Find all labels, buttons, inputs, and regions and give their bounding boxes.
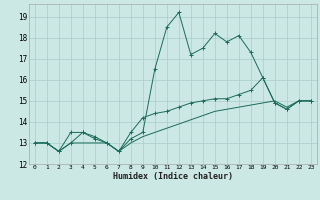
X-axis label: Humidex (Indice chaleur): Humidex (Indice chaleur) (113, 172, 233, 181)
